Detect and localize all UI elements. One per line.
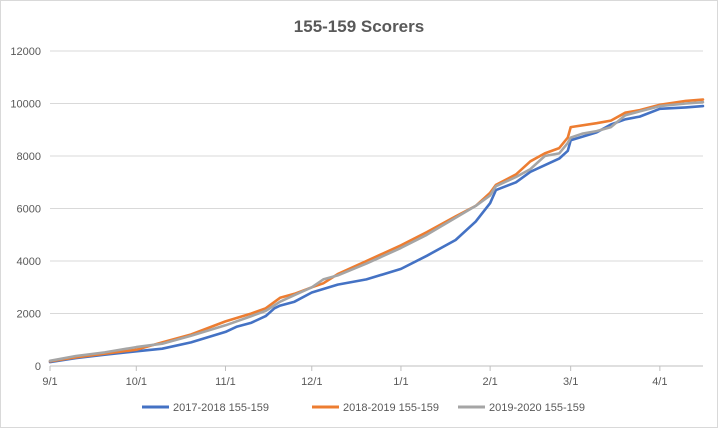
- x-tick-label: 12/1: [301, 376, 322, 388]
- y-tick-label: 10000: [10, 99, 41, 111]
- chart-title: 155-159 Scorers: [294, 17, 424, 36]
- y-tick-label: 6000: [17, 204, 41, 216]
- y-tick-label: 8000: [17, 151, 41, 163]
- gridlines: [50, 50, 703, 367]
- y-tick-label: 12000: [10, 46, 41, 58]
- series-line-2: [48, 98, 705, 363]
- x-tick-label: 9/1: [42, 376, 57, 388]
- y-tick-label: 2000: [17, 309, 41, 321]
- y-tick-label: 4000: [17, 256, 41, 268]
- series-lines: [48, 98, 705, 364]
- legend-label-3: 2019-2020 155-159: [489, 402, 585, 414]
- x-tick-label: 2/1: [482, 376, 497, 388]
- x-tick-label: 11/1: [215, 376, 236, 388]
- x-tick-label: 3/1: [563, 376, 578, 388]
- legend-label-2: 2018-2019 155-159: [343, 402, 439, 414]
- y-axis-ticks: 0 2000 4000 6000 8000 10000 12000: [10, 46, 41, 373]
- x-tick-label: 10/1: [126, 376, 147, 388]
- x-axis-ticks: 9/1 10/1 11/1 12/1 1/1 2/1 3/1 4/1: [42, 366, 667, 388]
- x-tick-label: 1/1: [393, 376, 408, 388]
- legend: 2017-2018 155-159 2018-2019 155-159 2019-2…: [142, 402, 585, 414]
- series-line-3: [48, 100, 705, 363]
- series-line-1: [48, 104, 705, 364]
- legend-label-1: 2017-2018 155-159: [173, 402, 269, 414]
- x-tick-label: 4/1: [652, 376, 667, 388]
- y-tick-label: 0: [35, 361, 41, 373]
